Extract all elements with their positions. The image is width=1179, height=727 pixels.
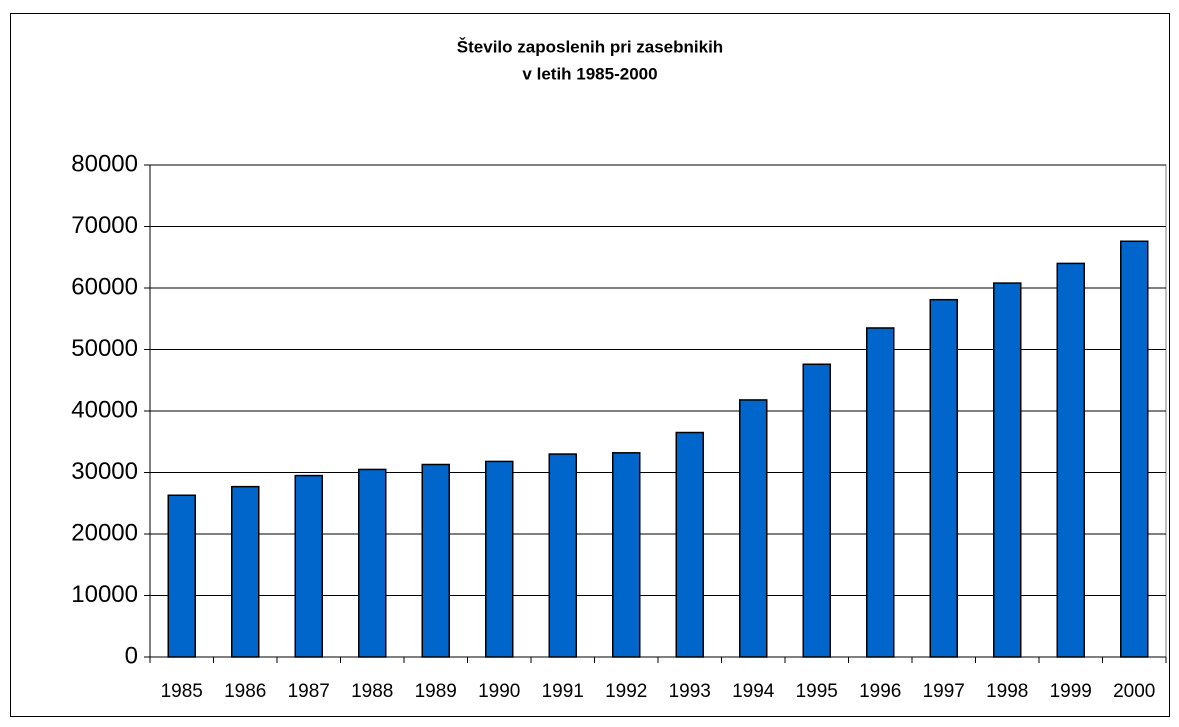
bar (358, 468, 387, 658)
x-tick-label: 1998 (986, 681, 1028, 702)
bar (421, 463, 450, 658)
chart-border (10, 13, 1170, 717)
bar (929, 298, 958, 658)
x-tick-label: 1997 (923, 681, 965, 702)
y-tick-label: 80000 (71, 150, 138, 177)
x-tick-label: 1989 (415, 681, 457, 702)
bar (485, 460, 514, 658)
y-tick-label: 70000 (71, 212, 138, 239)
bar (993, 282, 1022, 658)
y-tick-label: 0 (125, 642, 138, 669)
bar (1120, 240, 1149, 658)
bar (1056, 262, 1085, 658)
bar (866, 327, 895, 658)
bar (231, 485, 260, 658)
x-tick-label: 2000 (1113, 681, 1155, 702)
x-tick-label: 1996 (859, 681, 901, 702)
chart-title: v letih 1985-2000 (522, 64, 657, 83)
x-tick-label: 1992 (605, 681, 647, 702)
x-tick-label: 1986 (224, 681, 266, 702)
x-tick-label: 1987 (288, 681, 330, 702)
bar (548, 453, 577, 658)
x-tick-label: 1988 (351, 681, 393, 702)
x-tick-label: 1990 (478, 681, 520, 702)
bar (167, 494, 196, 658)
y-tick-label: 20000 (71, 519, 138, 546)
y-tick-label: 30000 (71, 458, 138, 485)
y-tick-label: 10000 (71, 581, 138, 608)
x-tick-label: 1995 (796, 681, 838, 702)
y-tick-label: 40000 (71, 396, 138, 423)
x-tick-label: 1993 (669, 681, 711, 702)
x-tick-label: 1999 (1050, 681, 1092, 702)
y-tick-label: 60000 (71, 273, 138, 300)
x-tick-label: 1985 (161, 681, 203, 702)
bar (739, 399, 768, 658)
bar (612, 452, 641, 658)
bar (802, 363, 831, 658)
y-tick-label: 50000 (71, 335, 138, 362)
bar (294, 474, 323, 658)
x-tick-label: 1994 (732, 681, 775, 702)
bar (675, 431, 704, 658)
x-tick-label: 1991 (542, 681, 584, 702)
chart-title: Število zaposlenih pri zasebnikih (457, 37, 723, 56)
